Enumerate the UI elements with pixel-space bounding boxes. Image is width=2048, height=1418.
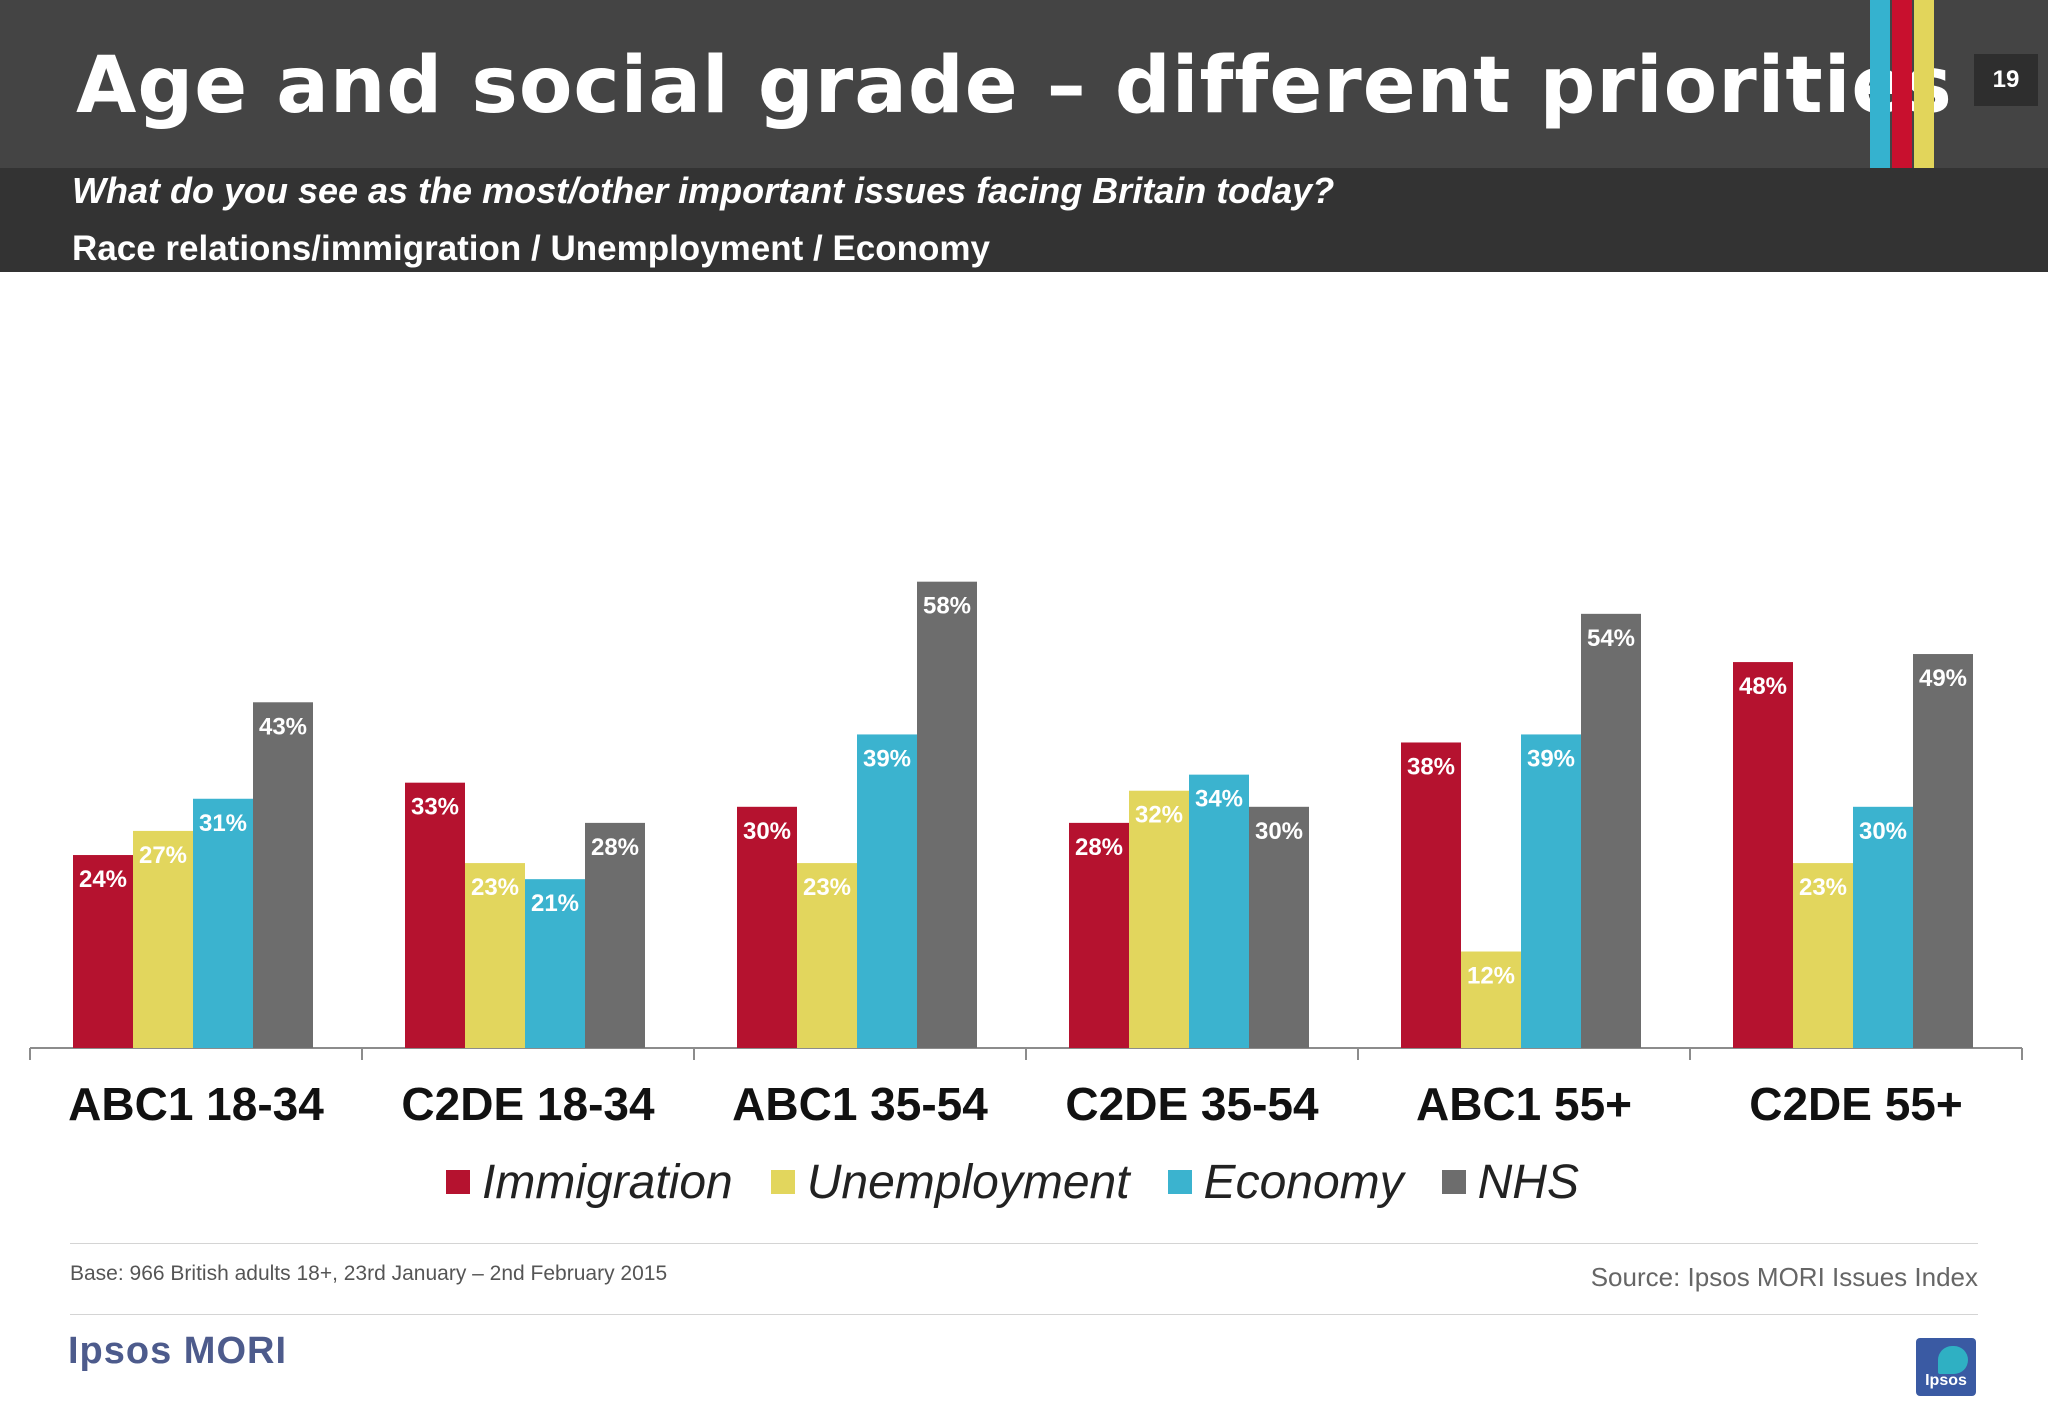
legend-item-economy: Economy (1167, 1155, 1404, 1210)
data-label: 39% (1527, 745, 1575, 772)
legend-item-immigration: Immigration (446, 1155, 733, 1210)
data-label: 48% (1739, 673, 1787, 700)
data-label: 23% (1799, 874, 1847, 901)
accent-stripe-red (1892, 0, 1912, 168)
bar-economy (525, 879, 585, 1048)
legend-swatch (446, 1170, 470, 1194)
bar-immigration (1733, 662, 1793, 1048)
legend-label: NHS (1477, 1155, 1579, 1209)
legend-label: Unemployment (806, 1155, 1130, 1209)
legend-swatch (1441, 1170, 1466, 1194)
data-label: 33% (411, 794, 459, 821)
data-label: 30% (1255, 818, 1303, 845)
accent-stripe-yellow (1914, 0, 1934, 168)
bar-unemployment (133, 830, 193, 1048)
subheader-bar (0, 168, 2048, 272)
survey-question: What do you see as the most/other import… (72, 170, 1335, 211)
base-note: Base: 966 British adults 18+, 23rd Janua… (70, 1262, 668, 1285)
bar-immigration (737, 806, 797, 1048)
ipsos-badge-logo: Ipsos (1916, 1338, 1976, 1396)
ipsos-badge-shape (1938, 1346, 1968, 1374)
legend-item-nhs: NHS (1441, 1155, 1579, 1210)
data-label: 23% (471, 874, 519, 901)
slide-subtitle: Race relations/immigration / Unemploymen… (72, 229, 990, 268)
legend-item-unemployment: Unemployment (770, 1155, 1130, 1210)
x-tick-label: C2DE 18-34 (401, 1078, 655, 1130)
bar-immigration (1069, 822, 1129, 1048)
data-label: 43% (259, 713, 307, 740)
bar-nhs (1249, 806, 1309, 1048)
data-label: 27% (139, 842, 187, 869)
header-bar (0, 0, 2048, 168)
x-tick-label: ABC1 35-54 (732, 1078, 988, 1130)
x-tick-label: ABC1 55+ (1416, 1078, 1632, 1130)
data-label: 34% (1195, 786, 1243, 813)
bar-immigration (405, 782, 465, 1048)
data-label: 21% (531, 890, 579, 917)
accent-stripe-blue (1870, 0, 1890, 168)
ipsos-mori-logo: Ipsos MORI (68, 1330, 288, 1372)
bar-economy (1853, 806, 1913, 1048)
bar-unemployment (1461, 951, 1521, 1048)
bar-economy (1521, 734, 1581, 1048)
data-label: 24% (79, 866, 127, 893)
page-number: 19 (1974, 54, 2038, 106)
data-label: 49% (1919, 665, 1967, 692)
data-label: 54% (1587, 625, 1635, 652)
footer-divider-bottom (70, 1314, 1978, 1315)
bar-economy (193, 798, 253, 1048)
bar-nhs (1581, 613, 1641, 1048)
legend-label: Immigration (482, 1155, 733, 1209)
legend-swatch (1167, 1170, 1192, 1194)
data-label: 30% (743, 818, 791, 845)
bar-immigration (1401, 742, 1461, 1048)
source-note: Source: Ipsos MORI Issues Index (1590, 1262, 1978, 1292)
legend-swatch (770, 1170, 795, 1194)
bar-economy (1189, 774, 1249, 1048)
x-tick-label: ABC1 18-34 (68, 1078, 324, 1130)
bar-unemployment (1129, 790, 1189, 1048)
data-label: 28% (1075, 834, 1123, 861)
data-label: 30% (1859, 818, 1907, 845)
data-label: 31% (199, 810, 247, 837)
bar-immigration (73, 855, 133, 1048)
bar-unemployment (465, 863, 525, 1048)
bar-nhs (1913, 654, 1973, 1048)
data-label: 28% (591, 834, 639, 861)
data-label: 38% (1407, 753, 1455, 780)
bar-nhs (585, 822, 645, 1048)
slide-title: Age and social grade – different priorit… (76, 41, 1953, 131)
ipsos-badge-text: Ipsos (1925, 1372, 1967, 1389)
footer-divider-top (70, 1243, 1978, 1244)
data-label: 12% (1467, 963, 1515, 990)
bar-unemployment (797, 863, 857, 1048)
chart-legend: Immigration Unemployment Economy NHS (446, 1152, 1597, 1212)
legend-label: Economy (1203, 1155, 1404, 1209)
bar-nhs (253, 702, 313, 1048)
x-tick-label: C2DE 55+ (1749, 1078, 1963, 1130)
data-label: 58% (923, 593, 971, 620)
bar-economy (857, 734, 917, 1048)
bar-unemployment (1793, 863, 1853, 1048)
data-label: 39% (863, 745, 911, 772)
x-tick-label: C2DE 35-54 (1065, 1078, 1319, 1130)
data-label: 32% (1135, 802, 1183, 829)
bar-chart: 24% 27% 31% 43% ABC1 18-34 33% 23% 21% 28% C2DE 1… (29, 581, 2023, 1130)
bar-nhs (917, 581, 977, 1048)
data-label: 23% (803, 874, 851, 901)
